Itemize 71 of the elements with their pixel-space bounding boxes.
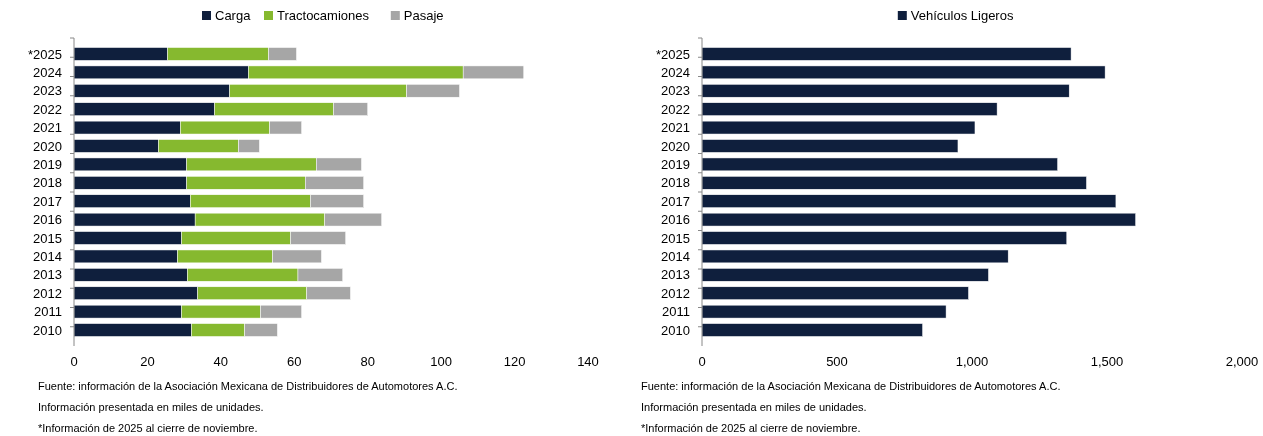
text: *Información de 2025 al cierre de noviembre. (641, 422, 861, 434)
y-tick-label: 2017 (33, 193, 62, 209)
y-tick-label: 2016 (33, 212, 62, 228)
y-tick-label: 2014 (33, 248, 62, 264)
x-tick-label: 0 (70, 354, 78, 369)
x-tick-label: 2,000 (1225, 354, 1259, 369)
legend-label: Carga (215, 8, 252, 23)
y-tick-label: 2011 (34, 304, 62, 320)
y-tick-label: 2012 (33, 285, 62, 301)
y-tick-label: *2025 (28, 46, 62, 62)
x-tick-label: 120 (503, 354, 526, 369)
y-tick-label: 2011 (662, 304, 690, 320)
bar (701, 120, 976, 135)
bar (701, 194, 1117, 208)
x-tick-label: 80 (360, 354, 375, 369)
bar (701, 47, 1072, 61)
y-tick-label: 2014 (661, 248, 690, 264)
y-tick-label: 2021 (661, 120, 690, 136)
y-tick-label: 2013 (33, 267, 62, 283)
bar (701, 157, 1058, 172)
source-note: Fuente: información de la Asociación Mexicana de Distribuidores de Automotores A.C. (38, 380, 458, 392)
y-tick-label: 2015 (33, 230, 62, 246)
y-tick-label: 2020 (33, 138, 62, 154)
y-tick-label: 2019 (33, 156, 62, 172)
x-tick-label: 1,500 (1090, 354, 1124, 369)
legend-label: Tractocamiones (277, 8, 370, 23)
x-tick-label: 0 (698, 354, 706, 369)
y-tick-label: 2017 (661, 193, 690, 209)
text: Información presentada en miles de unidades. (641, 401, 867, 413)
legend-label: Vehículos Ligeros (910, 8, 1014, 23)
bar (701, 304, 947, 319)
source-note: Fuente: información de la Asociación Mexicana de Distribuidores de Automotores A.C. (641, 380, 1061, 392)
bar (701, 231, 1068, 245)
y-tick-label: 2021 (33, 120, 62, 136)
x-tick-label: 20 (140, 354, 155, 369)
bar (701, 65, 1106, 80)
bar (701, 212, 1136, 227)
y-tick-label: 2018 (661, 175, 690, 191)
bar (701, 84, 1070, 98)
text: Información presentada en miles de unidades. (38, 401, 264, 413)
x-tick-label: 500 (826, 354, 848, 369)
y-tick-label: 2020 (661, 138, 690, 154)
y-tick-label: 2022 (33, 101, 62, 117)
bar (701, 323, 923, 337)
y-tick-label: 2015 (661, 230, 690, 246)
bar (701, 102, 998, 116)
x-tick-label: 60 (287, 354, 302, 369)
y-tick-label: 2024 (661, 64, 690, 80)
y-tick-label: *2025 (656, 46, 690, 62)
y-tick-label: 2022 (661, 101, 690, 117)
x-tick-label: 100 (430, 354, 452, 369)
y-tick-label: 2023 (33, 83, 62, 99)
bar (701, 139, 959, 153)
legend-label: Pasaje (403, 8, 444, 23)
text: *Información de 2025 al cierre de noviembre. (38, 422, 258, 434)
y-tick-label: 2016 (661, 212, 690, 228)
y-tick-label: 2023 (661, 83, 690, 99)
y-tick-label: 2018 (33, 175, 62, 191)
bar (701, 286, 969, 300)
x-tick-label: 1,000 (955, 354, 989, 369)
y-tick-label: 2010 (661, 322, 690, 338)
bar (701, 249, 1009, 264)
y-tick-label: 2012 (661, 285, 690, 301)
x-tick-label: 40 (213, 354, 229, 369)
bar (701, 176, 1087, 190)
y-tick-label: 2013 (661, 267, 690, 283)
y-tick-label: 2019 (661, 156, 690, 172)
y-tick-label: 2010 (33, 322, 62, 338)
bar (701, 268, 989, 282)
y-tick-label: 2024 (33, 64, 62, 80)
x-tick-label: 140 (577, 354, 599, 369)
